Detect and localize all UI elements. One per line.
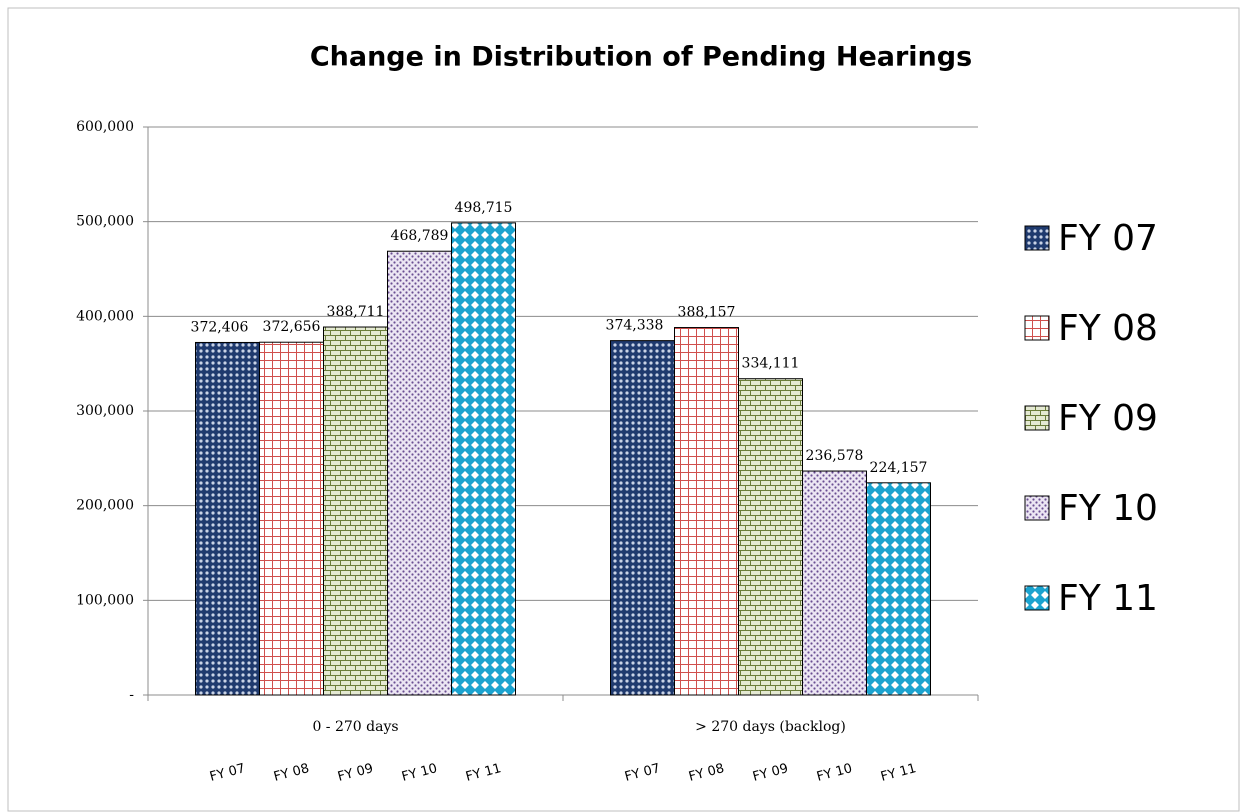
bar (738, 378, 803, 696)
bar (451, 222, 516, 696)
legend-label: FY 11 (1058, 578, 1158, 619)
bar (674, 327, 739, 696)
value-label: 372,656 (263, 319, 321, 335)
legend-swatch (1024, 405, 1050, 431)
value-label: 372,406 (191, 319, 249, 335)
legend-label: FY 09 (1058, 398, 1158, 439)
value-label: 334,111 (742, 356, 800, 372)
value-label: 388,157 (678, 305, 736, 321)
value-label: 224,157 (870, 460, 928, 476)
value-label: 236,578 (806, 448, 864, 464)
legend-swatch (1024, 225, 1050, 251)
x-tick-label: 0 - 270 days (312, 719, 398, 735)
bar (195, 341, 260, 696)
bar (323, 326, 388, 696)
x-tick-label: > 270 days (backlog) (695, 719, 846, 735)
legend-label: FY 10 (1058, 488, 1158, 529)
bar (802, 470, 867, 696)
legend-swatch (1024, 495, 1050, 521)
bar (259, 341, 324, 696)
legend-swatch (1024, 315, 1050, 341)
value-label: 498,715 (455, 200, 513, 216)
chart-title: Change in Distribution of Pending Hearin… (310, 42, 972, 73)
y-tick-label: 100,000 (76, 592, 134, 608)
legend-label: FY 07 (1058, 218, 1158, 259)
y-tick-label: 600,000 (76, 119, 134, 135)
y-tick-label: 500,000 (76, 214, 134, 230)
bar (610, 340, 675, 696)
bar (866, 482, 931, 696)
legend-label: FY 08 (1058, 308, 1158, 349)
value-label: 468,789 (391, 228, 449, 244)
y-tick-label: 200,000 (76, 498, 134, 514)
value-label: 374,338 (606, 318, 664, 334)
y-tick-label: - (129, 687, 134, 703)
y-tick-label: 400,000 (76, 308, 134, 324)
value-label: 388,711 (327, 304, 385, 320)
y-tick-label: 300,000 (76, 403, 134, 419)
legend-swatch (1024, 585, 1050, 611)
bar (387, 250, 452, 696)
